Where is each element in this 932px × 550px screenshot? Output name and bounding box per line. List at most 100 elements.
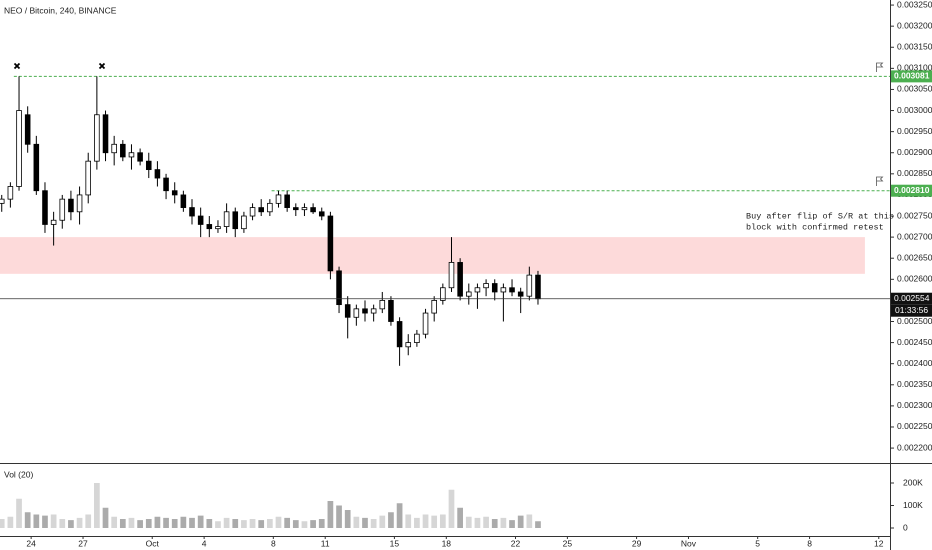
annotation: block with confirmed retest bbox=[746, 222, 884, 232]
volume-bar bbox=[344, 510, 351, 528]
candle bbox=[526, 266, 533, 301]
high-marker bbox=[13, 62, 106, 70]
candle bbox=[422, 308, 429, 339]
candle bbox=[362, 300, 368, 322]
volume-bar bbox=[68, 520, 74, 528]
volume-bar bbox=[414, 517, 420, 528]
level-label-box bbox=[891, 184, 932, 197]
volume-bar bbox=[197, 515, 204, 528]
candle bbox=[241, 211, 247, 233]
volume-bar bbox=[119, 519, 126, 528]
volume-bar bbox=[249, 519, 256, 528]
candle-body bbox=[431, 300, 437, 314]
candle-body bbox=[94, 114, 100, 162]
candle-body bbox=[33, 143, 40, 192]
candle bbox=[102, 110, 109, 162]
y-tick-label: 0.002350 bbox=[897, 379, 932, 389]
volume-bar bbox=[42, 515, 48, 528]
volume-bar bbox=[59, 519, 66, 528]
candle-body bbox=[267, 202, 273, 213]
volume-bar bbox=[76, 517, 83, 528]
volume-bar bbox=[431, 515, 438, 528]
x-tick-label: 8 bbox=[807, 538, 812, 548]
x-tick-label: 4 bbox=[202, 538, 207, 548]
last-price-box bbox=[891, 292, 932, 305]
volume-bar bbox=[154, 516, 161, 528]
candle-body bbox=[68, 198, 74, 213]
candle-body bbox=[215, 226, 221, 230]
volume-tick-label: 100K bbox=[903, 500, 923, 510]
volume-bar bbox=[353, 516, 360, 528]
sr-zone bbox=[0, 237, 865, 274]
volume-bar bbox=[267, 519, 273, 528]
volume-bar bbox=[457, 507, 463, 528]
candle-body bbox=[422, 312, 429, 335]
candle-body bbox=[396, 321, 403, 348]
volume-bar bbox=[388, 512, 394, 528]
y-tick-label: 0.002450 bbox=[897, 337, 932, 347]
candle-body bbox=[491, 283, 498, 293]
y-tick-label: 0.002300 bbox=[897, 400, 932, 410]
candle-body bbox=[526, 274, 533, 297]
x-tick-label: 18 bbox=[442, 538, 452, 548]
volume-bar bbox=[0, 519, 5, 528]
candle-body bbox=[293, 207, 299, 211]
candle bbox=[50, 211, 57, 246]
level-label-box bbox=[891, 70, 932, 83]
volume-tick-label: 200K bbox=[903, 477, 923, 487]
candle bbox=[414, 329, 420, 347]
candle-body bbox=[509, 287, 515, 293]
candle-body bbox=[388, 300, 394, 322]
candle bbox=[267, 199, 273, 217]
y-tick-label: 0.002850 bbox=[897, 168, 932, 178]
volume-bar bbox=[232, 519, 239, 528]
candle bbox=[223, 203, 230, 233]
volume-bar bbox=[526, 514, 533, 528]
candle-body bbox=[85, 160, 92, 196]
candle bbox=[24, 106, 31, 153]
candle-body bbox=[223, 211, 230, 227]
volume-bar bbox=[483, 516, 489, 528]
volume-bar bbox=[301, 521, 308, 528]
candle-body bbox=[42, 190, 48, 225]
volume-bar bbox=[258, 520, 265, 528]
candle bbox=[344, 296, 351, 339]
candle bbox=[457, 258, 463, 301]
candle bbox=[42, 182, 48, 233]
volume-bar bbox=[439, 514, 446, 528]
volume-bar bbox=[284, 517, 291, 528]
volume-bar bbox=[362, 517, 368, 528]
main-layer bbox=[0, 75, 890, 528]
volume-bar bbox=[292, 520, 299, 528]
candle-body bbox=[111, 143, 117, 154]
candle-body bbox=[24, 114, 31, 145]
candle bbox=[466, 283, 472, 305]
candle-body bbox=[440, 287, 446, 301]
volume-bar bbox=[189, 517, 195, 528]
x-tick-label: 15 bbox=[390, 538, 400, 548]
volume-bar bbox=[448, 489, 455, 528]
candle-body bbox=[180, 194, 187, 208]
candle-body bbox=[318, 211, 325, 217]
candle bbox=[189, 199, 195, 225]
candle-body bbox=[483, 283, 489, 289]
candle bbox=[336, 266, 342, 314]
chart-title: NEO / Bitcoin, 240, BINANCE bbox=[4, 5, 117, 15]
volume-bar bbox=[310, 520, 316, 528]
candle bbox=[128, 144, 135, 170]
candle bbox=[284, 190, 290, 212]
volume-bar bbox=[422, 514, 429, 528]
candle-body bbox=[258, 207, 264, 213]
candle-body bbox=[344, 304, 351, 318]
volume-bar bbox=[102, 507, 109, 528]
countdown-label: 01:33:56 bbox=[895, 305, 928, 315]
y-tick-label: 0.002700 bbox=[897, 231, 932, 241]
candle bbox=[517, 287, 524, 314]
y-tick-label: 0.002600 bbox=[897, 274, 932, 284]
volume-bar bbox=[85, 514, 92, 528]
candle bbox=[509, 279, 515, 297]
candle bbox=[94, 76, 100, 170]
candle bbox=[85, 152, 92, 204]
volume-title: Vol (20) bbox=[4, 469, 33, 479]
